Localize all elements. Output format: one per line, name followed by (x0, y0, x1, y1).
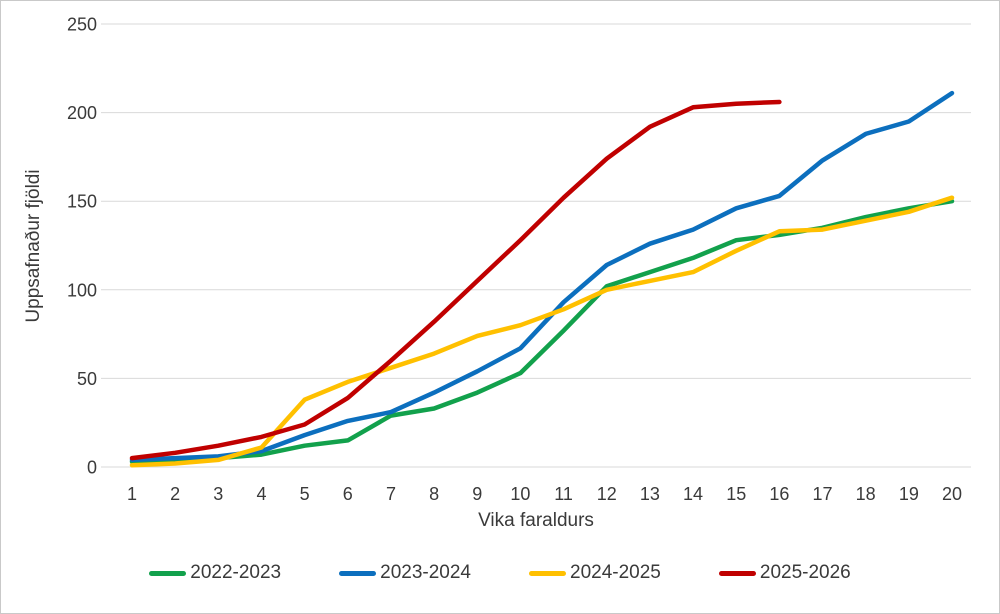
x-tick-label: 17 (813, 484, 833, 504)
x-tick-label: 10 (510, 484, 530, 504)
legend: 2022-2023 2023-2024 2024-2025 2025-2026 (1, 562, 999, 584)
x-tick-label: 6 (343, 484, 353, 504)
y-tick-label: 250 (67, 15, 97, 35)
series-line-2022-2023 (129, 198, 955, 464)
legend-swatch-2022-2023 (149, 570, 187, 576)
y-tick-label: 100 (67, 280, 97, 300)
legend-swatch-2025-2026 (718, 570, 756, 576)
x-tick-label: 1 (127, 484, 137, 504)
legend-item: 2023-2024 (339, 562, 471, 584)
legend-label: 2022-2023 (190, 562, 282, 583)
x-tick-label: 15 (726, 484, 746, 504)
series-line-2025-2026 (129, 99, 782, 461)
y-axis-title: Uppsafnaður fjöldi (23, 169, 44, 323)
legend-label: 2023-2024 (380, 562, 471, 583)
legend-item: 2022-2023 (149, 562, 281, 584)
x-tick-label: 8 (429, 484, 439, 504)
legend-item: 2024-2025 (529, 562, 661, 584)
x-tick-label: 20 (942, 484, 962, 504)
y-tick-label: 200 (67, 103, 97, 123)
legend-swatch-2023-2024 (339, 570, 377, 576)
x-tick-label: 3 (213, 484, 223, 504)
y-tick-label: 50 (77, 369, 97, 389)
series-line-2024-2025 (129, 195, 955, 468)
x-tick-label: 2 (170, 484, 180, 504)
x-tick-label: 5 (300, 484, 310, 504)
x-tick-label: 19 (899, 484, 919, 504)
x-tick-label: 14 (683, 484, 703, 504)
x-tick-label: 16 (769, 484, 789, 504)
y-tick-label: 0 (87, 458, 97, 478)
legend-label: 2024-2025 (570, 562, 661, 583)
legend-item: 2025-2026 (718, 562, 851, 584)
x-tick-label: 4 (256, 484, 266, 504)
x-tick-label: 11 (554, 484, 573, 504)
legend-label: 2025-2026 (759, 562, 851, 583)
series-line-2023-2024 (129, 90, 955, 463)
y-tick-label: 150 (67, 192, 97, 212)
x-tick-label: 13 (640, 484, 660, 504)
x-axis-title: Vika faraldurs (478, 510, 594, 531)
legend-swatch-2024-2025 (529, 570, 566, 576)
x-tick-label: 7 (386, 484, 396, 504)
x-tick-label: 9 (472, 484, 482, 504)
x-tick-label: 18 (856, 484, 876, 504)
x-tick-label: 12 (597, 484, 617, 504)
